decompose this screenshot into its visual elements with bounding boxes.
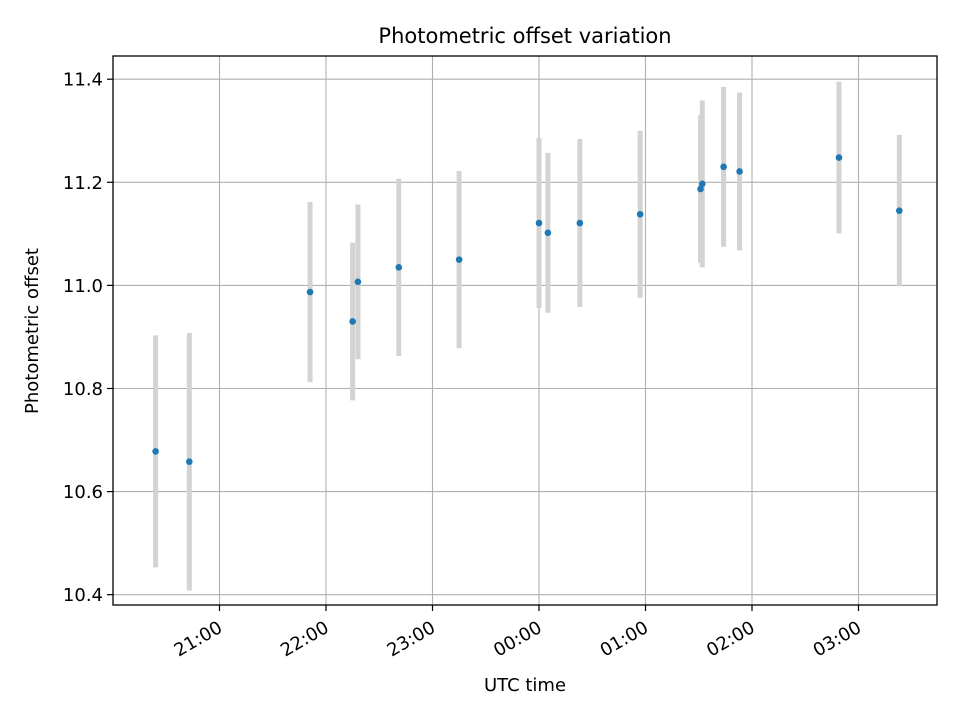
y-tick-label: 10.4 [63,585,103,606]
y-tick-label: 11.4 [63,70,103,91]
data-points [152,154,903,465]
y-axis-title: Photometric offset [22,248,43,414]
grid-lines [113,56,937,605]
data-point [835,154,843,161]
y-tick-label: 11.0 [63,276,103,297]
data-point [395,264,403,271]
y-tick-label: 10.6 [63,482,103,503]
data-point [455,256,463,263]
data-point [186,458,193,465]
data-point [576,219,584,227]
data-point [699,180,706,188]
data-point [535,219,543,227]
y-axis-ticks: 10.4 10.6 10.8 11.0 11.2 11.4 [63,70,113,606]
data-point [354,278,362,286]
data-point [636,210,644,218]
data-point [720,163,727,171]
data-point [736,168,743,175]
chart-title: Photometric offset variation [378,24,671,48]
data-point [152,448,159,455]
data-point [697,185,704,193]
y-tick-label: 11.2 [63,173,103,194]
y-tick-label: 10.8 [63,379,103,400]
plot-frame [112,55,938,606]
x-axis-title: UTC time [484,675,566,696]
data-point [896,207,903,214]
data-point [349,318,356,325]
data-point [544,229,552,237]
data-point [306,288,314,296]
